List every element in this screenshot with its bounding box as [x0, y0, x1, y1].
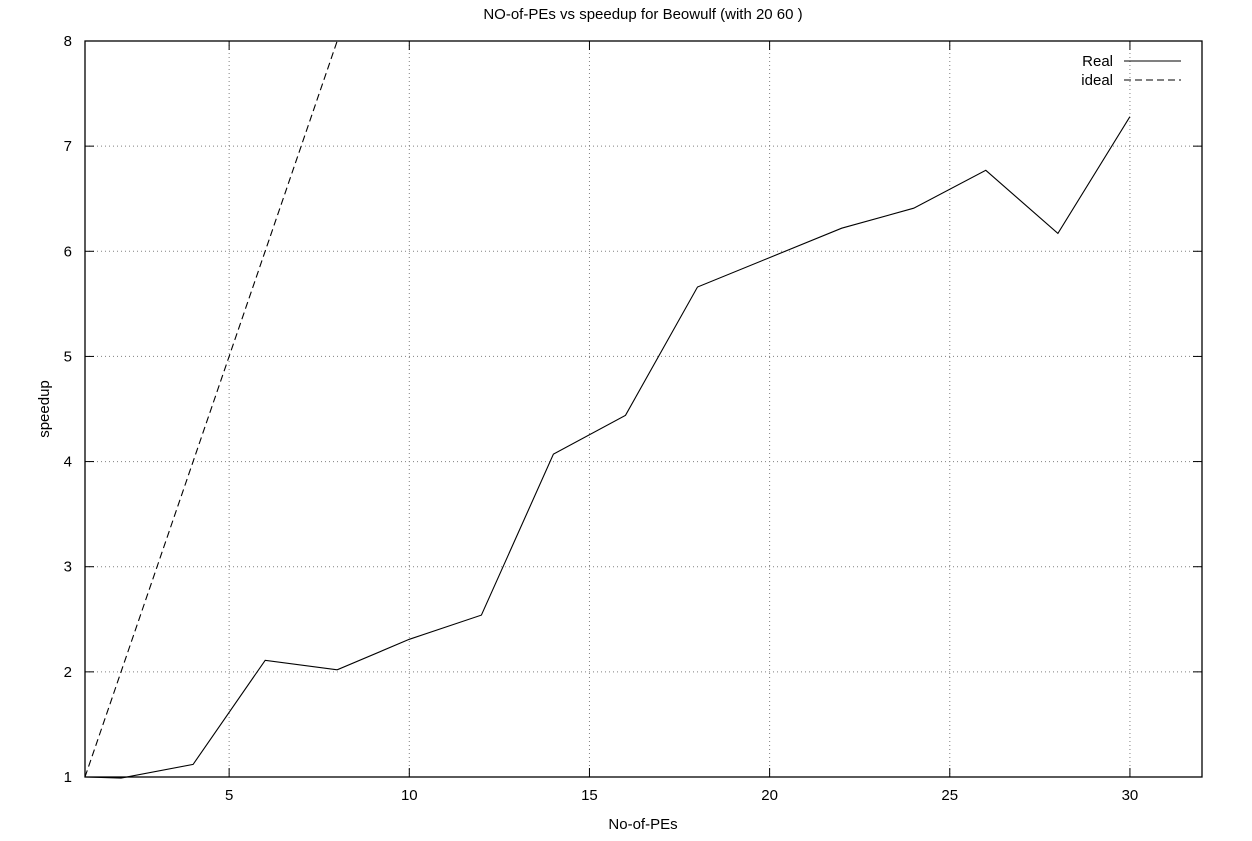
y-tick-label: 6: [64, 243, 72, 260]
axis-ticks: 5 10 15 20 25 30 1 2 3 4 5 6 7 8: [64, 33, 1202, 804]
chart-title: NO-of-PEs vs speedup for Beowulf (with 2…: [483, 6, 802, 23]
x-tick-label: 25: [941, 787, 958, 804]
legend-label-ideal: ideal: [1081, 72, 1113, 89]
y-tick-label: 2: [64, 664, 72, 681]
plot-area-frame: [84, 40, 1203, 778]
x-tick-label: 20: [761, 787, 778, 804]
grid: [85, 41, 1202, 777]
x-tick-label: 10: [401, 787, 418, 804]
x-tick-label: 15: [581, 787, 598, 804]
y-axis-label: speedup: [36, 380, 53, 438]
x-axis-label: No-of-PEs: [608, 816, 677, 833]
y-tick-label: 8: [64, 33, 72, 50]
y-tick-label: 1: [64, 769, 72, 786]
series-ideal-line: [84, 40, 338, 778]
y-tick-label: 7: [64, 138, 72, 155]
legend: Real ideal: [1081, 53, 1181, 89]
legend-label-real: Real: [1082, 53, 1113, 70]
x-tick-label: 30: [1122, 787, 1139, 804]
series-real-line: [84, 116, 1131, 779]
y-tick-label: 3: [64, 559, 72, 576]
y-tick-label: 5: [64, 348, 72, 365]
series: [84, 40, 1131, 779]
x-tick-label: 5: [225, 787, 233, 804]
y-tick-label: 4: [64, 454, 72, 471]
